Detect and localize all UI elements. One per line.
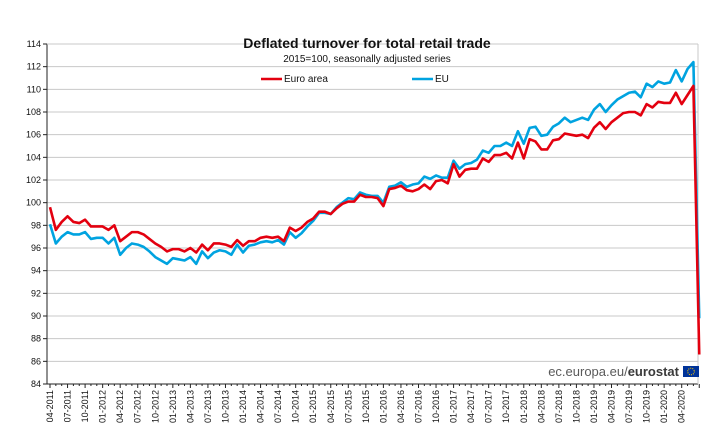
legend-label-euro-area: Euro area xyxy=(284,74,328,85)
x-tick-label: 07-2016 xyxy=(413,390,423,423)
legend: Euro area EU xyxy=(261,74,449,85)
eu-flag-background xyxy=(683,366,699,377)
x-tick-label: 01-2012 xyxy=(98,390,108,423)
x-tick-label: 10-2013 xyxy=(220,390,230,423)
source-brand: eurostat xyxy=(628,364,680,379)
x-tick-label: 01-2018 xyxy=(519,390,529,423)
x-tick-label: 07-2017 xyxy=(484,390,494,423)
y-tick-label: 100 xyxy=(26,198,41,208)
x-tick-label: 10-2016 xyxy=(431,390,441,423)
y-axis-ticks: 84 86 88 90 92 94 96 98 100 102 104 106 108 110 112 114 xyxy=(26,39,47,389)
x-tick-label: 07-2012 xyxy=(133,390,143,423)
source-prefix: ec.europa.eu/ xyxy=(548,364,628,379)
y-tick-label: 112 xyxy=(27,62,41,72)
x-tick-label: 04-2011 xyxy=(45,390,55,422)
x-tick-label: 01-2014 xyxy=(238,390,248,423)
x-tick-label: 04-2013 xyxy=(185,390,195,423)
y-tick-label: 102 xyxy=(26,175,41,185)
x-tick-label: 04-2020 xyxy=(677,390,687,423)
x-axis-ticks: 04-2011 07-2011 10-2011 01-2012 04-2012 07-20… xyxy=(45,384,700,423)
x-tick-label: 04-2016 xyxy=(396,390,406,423)
title-block: Deflated turnover for total retail trade… xyxy=(243,35,491,65)
x-tick-label: 07-2015 xyxy=(343,390,353,423)
x-tick-label: 01-2015 xyxy=(308,390,318,423)
x-tick-label: 04-2018 xyxy=(536,390,546,423)
source-credit: ec.europa.eu/eurostat xyxy=(548,364,699,379)
x-tick-label: 01-2016 xyxy=(378,390,388,423)
source-text: ec.europa.eu/eurostat xyxy=(548,364,679,379)
eu-flag-icon xyxy=(683,366,699,377)
series-line-euro-area xyxy=(48,84,701,355)
y-tick-label: 106 xyxy=(26,130,41,140)
x-tick-label: 07-2019 xyxy=(624,390,634,423)
chart-subtitle: 2015=100, seasonally adjusted series xyxy=(283,54,451,65)
y-tick-label: 90 xyxy=(31,311,41,321)
x-tick-label: 04-2012 xyxy=(115,390,125,423)
x-tick-label: 10-2011 xyxy=(80,390,90,422)
x-tick-label: 10-2015 xyxy=(361,390,371,423)
x-tick-label: 07-2013 xyxy=(203,390,213,423)
x-tick-label: 10-2017 xyxy=(501,390,511,423)
y-tick-label: 94 xyxy=(31,266,41,276)
y-tick-label: 88 xyxy=(31,334,41,344)
x-tick-label: 04-2017 xyxy=(466,390,476,423)
x-tick-label: 07-2018 xyxy=(554,390,564,423)
eu-flag-stars xyxy=(687,367,695,376)
x-tick-label: 10-2012 xyxy=(150,390,160,423)
x-tick-label: 04-2019 xyxy=(607,390,617,423)
x-tick-label: 04-2015 xyxy=(326,390,336,423)
x-tick-label: 01-2017 xyxy=(449,390,459,423)
y-tick-label: 108 xyxy=(26,107,41,117)
x-tick-label: 01-2013 xyxy=(168,390,178,423)
chart-title: Deflated turnover for total retail trade xyxy=(243,35,491,51)
x-tick-label: 10-2014 xyxy=(291,390,301,423)
y-tick-label: 114 xyxy=(27,39,41,49)
y-tick-label: 84 xyxy=(31,379,41,389)
x-tick-label: 10-2019 xyxy=(642,390,652,423)
y-tick-label: 98 xyxy=(31,220,41,230)
y-tick-label: 86 xyxy=(31,356,41,366)
x-tick-label: 01-2019 xyxy=(589,390,599,423)
x-tick-label: 04-2014 xyxy=(256,390,266,423)
x-tick-label: 10-2018 xyxy=(571,390,581,423)
y-tick-label: 110 xyxy=(27,84,41,94)
x-tick-label: 07-2011 xyxy=(63,390,73,422)
x-tick-label: 07-2014 xyxy=(273,390,283,423)
x-tick-label: 01-2020 xyxy=(659,390,669,423)
y-tick-label: 92 xyxy=(31,288,41,298)
series-line-eu xyxy=(48,60,701,319)
y-tick-label: 96 xyxy=(31,243,41,253)
legend-label-eu: EU xyxy=(435,74,449,85)
y-tick-label: 104 xyxy=(26,152,41,162)
series-layer xyxy=(48,60,701,355)
